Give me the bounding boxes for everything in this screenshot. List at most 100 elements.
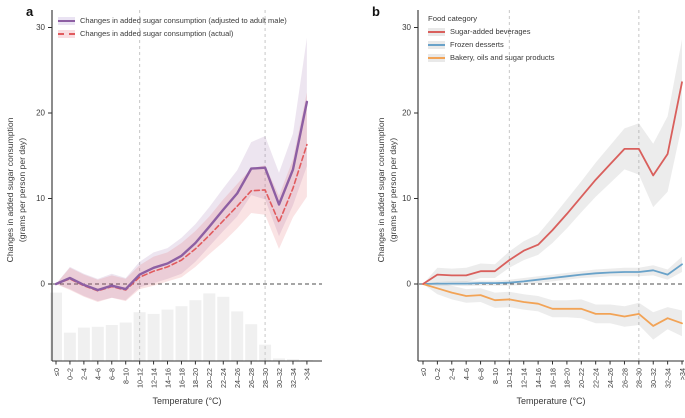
line-bakery: [422, 283, 683, 327]
histogram-bar: [245, 324, 258, 361]
histogram-bar: [175, 306, 188, 361]
y-tick-label: 30: [36, 23, 45, 32]
legend-item-beverages: Sugar-added beverages: [428, 27, 555, 36]
x-tick-label: 12–14: [149, 368, 158, 388]
x-tick-label: 4–6: [94, 368, 103, 380]
legend-swatch-adjusted: [58, 16, 75, 25]
x-tick-label: 22–24: [591, 368, 600, 388]
legend-swatch-frozen: [428, 40, 445, 49]
x-tick-label: 18–20: [191, 368, 200, 388]
x-tick-label: 14–16: [163, 368, 172, 388]
x-tick-label: 20–22: [205, 368, 214, 388]
line-beverages: [422, 81, 683, 285]
x-tick-label: 26–28: [620, 368, 629, 388]
panel-a-ylabel-line2: (grams per person per day): [16, 137, 27, 243]
y-tick-label: 20: [402, 109, 411, 118]
legend-label-adjusted: Changes in added sugar consumption (adju…: [80, 16, 287, 25]
histogram-bar: [161, 309, 174, 361]
x-tick-label: 2–4: [80, 368, 89, 380]
x-tick-label: 6–8: [476, 368, 485, 380]
legend-label-actual: Changes in added sugar consumption (actu…: [80, 29, 234, 38]
legend-label-bakery: Bakery, oils and sugar products: [450, 53, 555, 62]
histogram-bar: [217, 296, 230, 361]
x-tick-label: 32–34: [663, 368, 672, 388]
histogram-bar: [189, 300, 202, 361]
x-tick-label: 12–14: [520, 368, 529, 388]
legend-swatch-bakery: [428, 53, 445, 62]
x-tick-label: 10–12: [505, 368, 514, 388]
ci-band-beverages: [423, 39, 682, 284]
x-tick-label: ≤0: [52, 368, 61, 376]
histogram-bar: [273, 358, 285, 361]
line-adjusted: [54, 100, 309, 292]
histogram-bar: [119, 322, 132, 361]
legend-swatch-actual: [58, 29, 75, 38]
legend-item-bakery: Bakery, oils and sugar products: [428, 53, 555, 62]
x-tick-label: 0–2: [433, 368, 442, 380]
legend-item-adjusted: Changes in added sugar consumption (adju…: [58, 16, 287, 25]
histogram-bar: [105, 325, 118, 361]
panel-b-label: b: [372, 4, 380, 19]
x-tick-label: 30–32: [275, 368, 284, 388]
x-tick-label: 24–26: [233, 368, 242, 388]
x-tick-label: 28–30: [635, 368, 644, 388]
x-tick-label: 0–2: [66, 368, 75, 380]
x-tick-label: 22–24: [219, 368, 228, 388]
histogram-bar: [203, 293, 216, 361]
x-tick-label: 28–30: [261, 368, 270, 388]
panel-a-label: a: [26, 4, 34, 19]
x-tick-label: 4–6: [462, 368, 471, 380]
y-tick-label: 30: [402, 23, 411, 32]
histogram-bar: [147, 313, 160, 361]
x-tick-label: >34: [678, 368, 685, 380]
histogram-bar: [50, 292, 62, 361]
panel-b-ylabel-line1: Changes in added sugar consumption: [376, 117, 386, 263]
histogram-bar: [77, 327, 90, 361]
x-tick-label: 16–18: [548, 368, 557, 388]
x-tick-label: 18–20: [563, 368, 572, 388]
y-tick-label: 10: [402, 194, 411, 203]
panel-a-legend: Changes in added sugar consumption (adju…: [58, 16, 287, 42]
y-tick-label: 10: [36, 194, 45, 203]
x-tick-label: 10–12: [135, 368, 144, 388]
histogram-bar: [63, 332, 76, 361]
panel-b-plot: 0 10 20 30 ≤0 0–2 2–4 4–6 6–8 8–10 10–12 12–14 14–16…: [402, 10, 685, 388]
histogram-bar: [231, 311, 244, 361]
x-tick-label: 26–28: [247, 368, 256, 388]
ci-band-actual: [56, 92, 307, 302]
x-tick-label: 32–34: [289, 368, 298, 388]
x-tick-label: 8–10: [122, 368, 131, 384]
y-tick-label: 0: [41, 280, 46, 289]
panel-b-xlabel: Temperature (°C): [516, 396, 586, 406]
legend-item-actual: Changes in added sugar consumption (actu…: [58, 29, 287, 38]
panel-a-xlabel: Temperature (°C): [152, 396, 222, 406]
panel-b-ylabel-line2: (grams per person per day): [387, 137, 398, 243]
legend-item-frozen: Frozen desserts: [428, 40, 555, 49]
legend-swatch-beverages: [428, 27, 445, 36]
x-tick-label: 16–18: [177, 368, 186, 388]
ci-band-bakery: [423, 282, 682, 340]
histogram-bar: [91, 326, 104, 361]
x-tick-label: 2–4: [448, 368, 457, 380]
legend-title: Food category: [428, 14, 478, 23]
x-tick-label: 24–26: [606, 368, 615, 388]
x-tick-label: ≤0: [419, 368, 428, 376]
x-tick-label: 30–32: [649, 368, 658, 388]
line-frozen: [422, 263, 683, 285]
panel-b-legend: Food category Sugar-added beverages Froz…: [428, 14, 555, 66]
panel-a-ylabel-line1: Changes in added sugar consumption: [5, 117, 15, 263]
x-tick-label: 8–10: [491, 368, 500, 384]
x-tick-label: 14–16: [534, 368, 543, 388]
ci-band-adjusted: [56, 37, 307, 302]
y-tick-label: 0: [407, 280, 412, 289]
x-tick-label: 20–22: [577, 368, 586, 388]
x-tick-label: 6–8: [108, 368, 117, 380]
legend-label-frozen: Frozen desserts: [450, 40, 504, 49]
histogram-bar: [287, 359, 299, 361]
legend-label-beverages: Sugar-added beverages: [450, 27, 531, 36]
y-tick-label: 20: [36, 109, 45, 118]
x-tick-label: >34: [303, 368, 312, 380]
panel-a-plot: 0 10 20 30 ≤0 0–2 2–4 4–6 6–8 8–10 10–12 12–14 14–16…: [36, 10, 322, 388]
